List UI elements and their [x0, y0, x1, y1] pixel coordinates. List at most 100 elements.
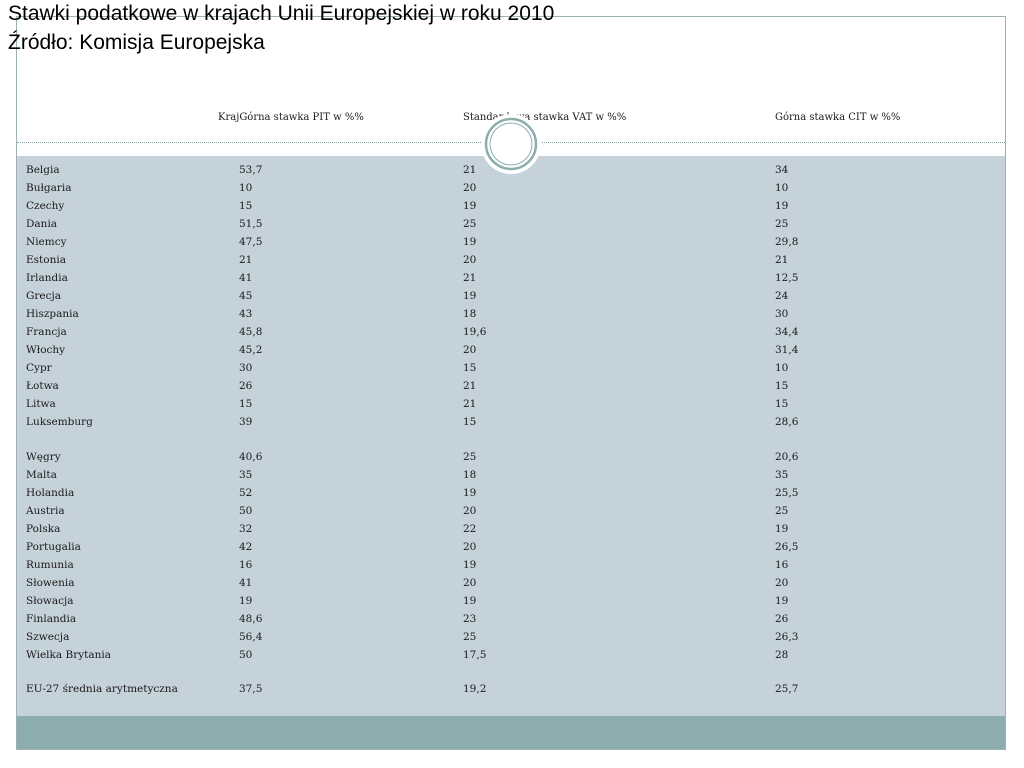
- cell-country: Hiszpania: [26, 308, 79, 320]
- cell-country: Węgry: [26, 450, 61, 463]
- cell-cit: 29,8: [775, 236, 799, 248]
- table-row: Grecja 45 19 24: [17, 288, 1005, 306]
- table-row: Niemcy 47,5 19 29,8: [17, 234, 1005, 252]
- cell-cit: 20,6: [775, 450, 799, 463]
- cell-vat: 20: [463, 254, 477, 266]
- cell-vat: 21: [463, 164, 477, 176]
- table-row: EU-27 średnia arytmetyczna 37,5 19,2 25,7: [17, 681, 1005, 699]
- table-row: Wielka Brytania 50 17,5 28: [17, 647, 1005, 665]
- circle-ornament-icon: [481, 114, 541, 174]
- cell-vat: 19: [463, 486, 477, 499]
- cell-cit: 26: [775, 612, 789, 625]
- cell-vat: 18: [463, 308, 477, 320]
- table-row: Austria 50 20 25: [17, 503, 1005, 521]
- cell-pit: 39: [239, 416, 253, 428]
- cell-pit: 40,6: [239, 450, 263, 463]
- cell-pit: 19: [239, 594, 253, 607]
- table-row: Słowacja 19 19 19: [17, 593, 1005, 611]
- cell-vat: 23: [463, 612, 477, 625]
- cell-pit: 52: [239, 486, 253, 499]
- table-row: Rumunia 16 19 16: [17, 557, 1005, 575]
- cell-country: Litwa: [26, 398, 56, 410]
- cell-cit: 35: [775, 468, 789, 481]
- cell-pit: 53,7: [239, 164, 263, 176]
- cell-pit: 45,2: [239, 344, 263, 356]
- cell-vat: 15: [463, 362, 477, 374]
- cell-cit: 28: [775, 648, 789, 661]
- table-row: Czechy 15 19 19: [17, 198, 1005, 216]
- slide-title: Stawki podatkowe w krajach Unii Europejs…: [8, 2, 555, 25]
- cell-country: Włochy: [26, 344, 66, 356]
- table-row: Cypr 30 15 10: [17, 360, 1005, 378]
- cell-pit: 15: [239, 200, 253, 212]
- cell-cit: 19: [775, 200, 789, 212]
- cell-country: Austria: [26, 504, 65, 517]
- cell-cit: 30: [775, 308, 789, 320]
- cell-vat: 21: [463, 398, 477, 410]
- table-row: Łotwa 26 21 15: [17, 378, 1005, 396]
- cell-pit: 21: [239, 254, 253, 266]
- cell-vat: 21: [463, 380, 477, 392]
- cell-cit: 10: [775, 362, 789, 374]
- cell-pit: 47,5: [239, 236, 263, 248]
- table-body-panel: [17, 156, 1005, 716]
- cell-country: Cypr: [26, 362, 52, 374]
- cell-vat: 20: [463, 182, 477, 194]
- cell-cit: 15: [775, 380, 789, 392]
- cell-pit: 10: [239, 182, 253, 194]
- table-row: Portugalia 42 20 26,5: [17, 539, 1005, 557]
- cell-country: Finlandia: [26, 612, 77, 625]
- table-rows: Belgia 53,7 21 34 Bułgaria 10 20 10 Czechy 15 19 19…: [17, 162, 1005, 699]
- table-spacer-row: [17, 432, 1005, 449]
- cell-pit: 30: [239, 362, 253, 374]
- cell-vat: 25: [463, 450, 477, 463]
- cell-vat: 19: [463, 594, 477, 607]
- table-row: Luksemburg 39 15 28,6: [17, 414, 1005, 432]
- cell-pit: 41: [239, 576, 253, 589]
- table-row: Szwecja 56,4 25 26,3: [17, 629, 1005, 647]
- cell-vat: 20: [463, 504, 477, 517]
- cell-cit: 21: [775, 254, 789, 266]
- cell-country: Malta: [26, 468, 57, 481]
- cell-vat: 21: [463, 272, 477, 284]
- cell-pit: 43: [239, 308, 253, 320]
- header-vat: Standardowa stawka VAT w %%: [463, 112, 627, 123]
- cell-cit: 16: [775, 558, 789, 571]
- cell-country: Luksemburg: [26, 416, 93, 428]
- cell-pit: 41: [239, 272, 253, 284]
- cell-pit: 37,5: [239, 683, 263, 695]
- cell-pit: 16: [239, 558, 253, 571]
- cell-vat: 20: [463, 540, 477, 553]
- cell-cit: 25: [775, 218, 789, 230]
- table-row: Bułgaria 10 20 10: [17, 180, 1005, 198]
- table-row: Holandia 52 19 25,5: [17, 485, 1005, 503]
- cell-country: Holandia: [26, 486, 75, 499]
- table-header: KrajGórna stawka PIT w %% Standardowa st…: [17, 110, 1005, 128]
- table-spacer-row: [17, 665, 1005, 682]
- cell-pit: 32: [239, 522, 253, 535]
- table-row: Litwa 15 21 15: [17, 396, 1005, 414]
- cell-pit: 51,5: [239, 218, 263, 230]
- cell-vat: 25: [463, 630, 477, 643]
- table-row: Węgry 40,6 25 20,6: [17, 449, 1005, 467]
- cell-cit: 34,4: [775, 326, 799, 338]
- table-row: Estonia 21 20 21: [17, 252, 1005, 270]
- cell-cit: 19: [775, 522, 789, 535]
- header-cit: Górna stawka CIT w %%: [775, 112, 901, 123]
- cell-pit: 50: [239, 648, 253, 661]
- table-row: Belgia 53,7 21 34: [17, 162, 1005, 180]
- cell-country: EU-27 średnia arytmetyczna: [26, 683, 178, 695]
- table-row: Włochy 45,2 20 31,4: [17, 342, 1005, 360]
- cell-cit: 15: [775, 398, 789, 410]
- table-row: Francja 45,8 19,6 34,4: [17, 324, 1005, 342]
- cell-country: Rumunia: [26, 558, 74, 571]
- cell-country: Estonia: [26, 254, 66, 266]
- table-row: Finlandia 48,6 23 26: [17, 611, 1005, 629]
- cell-vat: 15: [463, 416, 477, 428]
- cell-country: Wielka Brytania: [26, 648, 112, 661]
- cell-cit: 31,4: [775, 344, 799, 356]
- cell-country: Polska: [26, 522, 61, 535]
- cell-cit: 19: [775, 594, 789, 607]
- cell-cit: 24: [775, 290, 789, 302]
- cell-vat: 20: [463, 576, 477, 589]
